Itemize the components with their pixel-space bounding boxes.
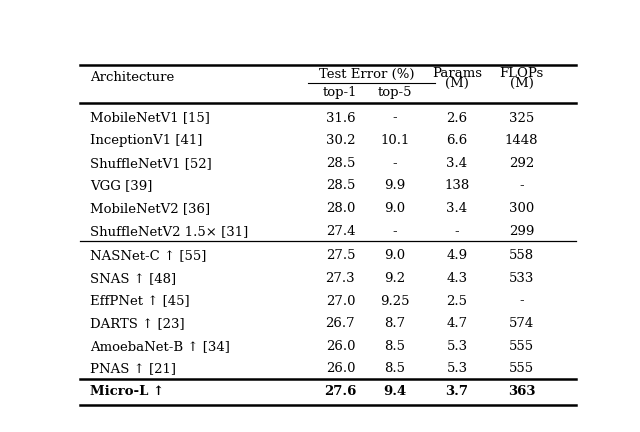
Text: 5.3: 5.3 — [446, 362, 468, 375]
Text: 8.5: 8.5 — [385, 362, 406, 375]
Text: 558: 558 — [509, 249, 534, 262]
Text: -: - — [519, 295, 524, 308]
Text: 31.6: 31.6 — [326, 111, 355, 124]
Text: Architecture: Architecture — [90, 71, 174, 84]
Text: 28.5: 28.5 — [326, 157, 355, 170]
Text: 27.0: 27.0 — [326, 295, 355, 308]
Text: ShuffleNetV1 [52]: ShuffleNetV1 [52] — [90, 157, 212, 170]
Text: -: - — [393, 225, 397, 238]
Text: 9.0: 9.0 — [385, 249, 406, 262]
Text: 28.5: 28.5 — [326, 179, 355, 193]
Text: 8.5: 8.5 — [385, 340, 406, 353]
Text: 533: 533 — [509, 272, 534, 285]
Text: 26.0: 26.0 — [326, 362, 355, 375]
Text: -: - — [393, 111, 397, 124]
Text: InceptionV1 [41]: InceptionV1 [41] — [90, 134, 202, 147]
Text: 325: 325 — [509, 111, 534, 124]
Text: SNAS ↑ [48]: SNAS ↑ [48] — [90, 272, 176, 285]
Text: AmoebaNet-B ↑ [34]: AmoebaNet-B ↑ [34] — [90, 340, 230, 353]
Text: 3.7: 3.7 — [445, 385, 468, 398]
Text: top-5: top-5 — [378, 86, 412, 99]
Text: 8.7: 8.7 — [385, 317, 406, 330]
Text: 3.4: 3.4 — [446, 157, 468, 170]
Text: 555: 555 — [509, 362, 534, 375]
Text: 4.9: 4.9 — [446, 249, 468, 262]
Text: 9.2: 9.2 — [385, 272, 406, 285]
Text: 9.4: 9.4 — [383, 385, 406, 398]
Text: top-1: top-1 — [323, 86, 358, 99]
Text: -: - — [454, 225, 460, 238]
Text: 27.4: 27.4 — [326, 225, 355, 238]
Text: FLOPs: FLOPs — [499, 67, 543, 80]
Text: 9.9: 9.9 — [385, 179, 406, 193]
Text: 5.3: 5.3 — [446, 340, 468, 353]
Text: 27.5: 27.5 — [326, 249, 355, 262]
Text: 4.7: 4.7 — [446, 317, 468, 330]
Text: 27.6: 27.6 — [324, 385, 356, 398]
Text: 574: 574 — [509, 317, 534, 330]
Text: 138: 138 — [444, 179, 470, 193]
Text: PNAS ↑ [21]: PNAS ↑ [21] — [90, 362, 176, 375]
Text: 1448: 1448 — [505, 134, 538, 147]
Text: 292: 292 — [509, 157, 534, 170]
Text: DARTS ↑ [23]: DARTS ↑ [23] — [90, 317, 184, 330]
Text: (M): (M) — [509, 77, 533, 90]
Text: Micro-L ↑: Micro-L ↑ — [90, 385, 164, 398]
Text: 4.3: 4.3 — [446, 272, 468, 285]
Text: 10.1: 10.1 — [380, 134, 410, 147]
Text: 9.25: 9.25 — [380, 295, 410, 308]
Text: 555: 555 — [509, 340, 534, 353]
Text: 363: 363 — [508, 385, 535, 398]
Text: NASNet-C ↑ [55]: NASNet-C ↑ [55] — [90, 249, 206, 262]
Text: Params: Params — [432, 67, 482, 80]
Text: 2.6: 2.6 — [446, 111, 468, 124]
Text: 6.6: 6.6 — [446, 134, 468, 147]
Text: 30.2: 30.2 — [326, 134, 355, 147]
Text: 2.5: 2.5 — [447, 295, 467, 308]
Text: 299: 299 — [509, 225, 534, 238]
Text: 300: 300 — [509, 202, 534, 215]
Text: 28.0: 28.0 — [326, 202, 355, 215]
Text: (M): (M) — [445, 77, 469, 90]
Text: MobileNetV2 [36]: MobileNetV2 [36] — [90, 202, 210, 215]
Text: Test Error (%): Test Error (%) — [319, 68, 415, 81]
Text: 26.7: 26.7 — [326, 317, 355, 330]
Text: ShuffleNetV2 1.5× [31]: ShuffleNetV2 1.5× [31] — [90, 225, 248, 238]
Text: VGG [39]: VGG [39] — [90, 179, 152, 193]
Text: -: - — [393, 157, 397, 170]
Text: 27.3: 27.3 — [326, 272, 355, 285]
Text: EffPNet ↑ [45]: EffPNet ↑ [45] — [90, 295, 189, 308]
Text: 26.0: 26.0 — [326, 340, 355, 353]
Text: MobileNetV1 [15]: MobileNetV1 [15] — [90, 111, 210, 124]
Text: 3.4: 3.4 — [446, 202, 468, 215]
Text: -: - — [519, 179, 524, 193]
Text: 9.0: 9.0 — [385, 202, 406, 215]
